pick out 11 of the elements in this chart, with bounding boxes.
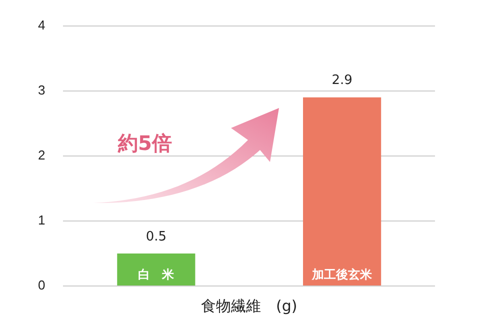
x-tick-label: 白 米	[138, 268, 176, 282]
data-label: 2.9	[332, 73, 352, 88]
y-tick-label: 0	[38, 278, 46, 293]
y-tick-label: 3	[38, 82, 46, 98]
y-tick-label: 1	[38, 212, 46, 228]
x-axis-title: 食物繊維 (g)	[201, 296, 298, 315]
x-tick-label: 加工後玄米	[311, 268, 374, 282]
y-tick-label: 2	[38, 147, 46, 162]
annotation: 約5倍	[118, 130, 172, 157]
y-tick-label: 4	[38, 17, 46, 32]
data-label: 0.5	[146, 229, 167, 244]
